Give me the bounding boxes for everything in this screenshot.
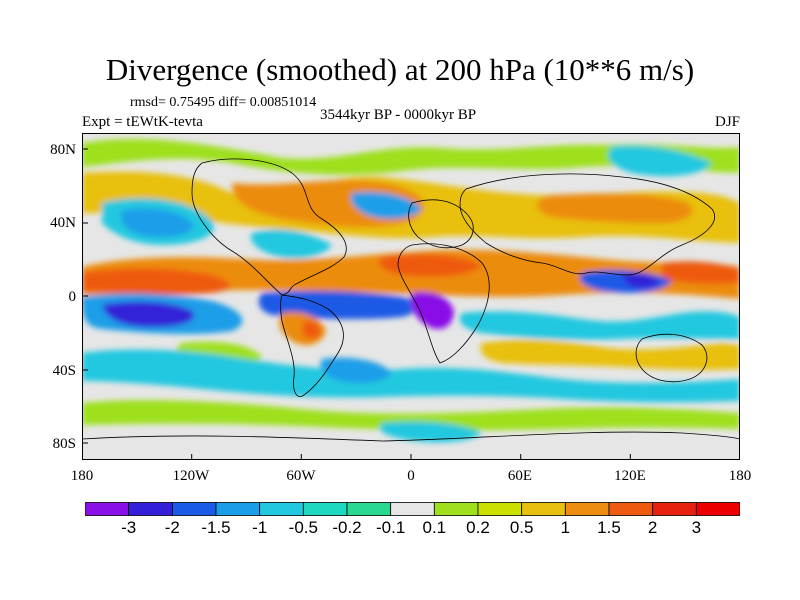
colorbar-swatch (215, 502, 261, 516)
asia-outline (459, 173, 715, 276)
lat-label-80n: 80N (50, 142, 76, 158)
colorbar-swatch (477, 502, 523, 516)
divergence-field (82, 138, 740, 443)
lat-label-eq: 0 (68, 289, 77, 305)
colorbar-label: 3 (691, 518, 702, 537)
period-label: 3544kyr BP - 0000kyr BP (320, 107, 477, 123)
colorbar-label: -3 (121, 518, 137, 537)
divergence-map (82, 133, 740, 460)
lat-label-80s: 80S (52, 436, 76, 452)
colorbar-label: 0.2 (466, 518, 490, 537)
europe-outline (408, 199, 474, 249)
colorbar-label: -0.1 (376, 518, 406, 537)
colorbar-label: 1.5 (597, 518, 621, 537)
lon-label-120e: 120E (614, 468, 646, 484)
lon-label-0: 0 (407, 468, 415, 484)
colorbar-label: 1 (560, 518, 571, 537)
colorbar-swatch (564, 502, 610, 516)
lat-label-40n: 40N (50, 215, 76, 231)
coastlines (82, 158, 740, 442)
lon-label-120w: 120W (172, 468, 210, 484)
colorbar-swatch (346, 502, 392, 516)
colorbar-swatch (302, 502, 348, 516)
africa-outline (397, 243, 490, 364)
colorbar-label: -1.5 (201, 518, 231, 537)
australia-outline (635, 333, 708, 383)
stats-text: rmsd= 0.75495 diff= 0.00851014 (130, 95, 317, 110)
experiment-label: Expt = tEWtK-tevta (82, 114, 203, 130)
colorbar-swatch (608, 502, 654, 516)
season-label: DJF (714, 114, 740, 130)
south-america-outline (280, 294, 344, 397)
colorbar-swatch (521, 502, 566, 516)
colorbar-swatch (128, 502, 173, 516)
colorbar-swatch (85, 502, 130, 516)
colorbar-swatch (433, 502, 479, 516)
lat-label-40s: 40S (52, 363, 76, 379)
colorbar-label: -0.5 (288, 518, 318, 537)
colorbar-swatch (390, 502, 435, 516)
lon-label-60w: 60W (286, 468, 316, 484)
colorbar-label: -0.2 (332, 518, 362, 537)
chart-title: Divergence (smoothed) at 200 hPa (10**6 … (105, 52, 695, 87)
map-ticks (82, 148, 631, 460)
colorbar-label: 0.5 (509, 518, 534, 537)
north-america-outline (191, 158, 347, 296)
colorbar-label: 0.1 (422, 518, 447, 537)
colorbar-swatch (652, 502, 697, 516)
lon-label-60e: 60E (507, 468, 533, 484)
colorbar-label: 2 (647, 518, 658, 537)
colorbar-swatch (171, 502, 217, 516)
lon-label-180w: 180 (70, 468, 94, 484)
antarctica-outline (82, 431, 740, 442)
colorbar (85, 502, 740, 516)
colorbar-swatch (259, 502, 304, 516)
colorbar-swatch (695, 502, 740, 516)
colorbar-label: -2 (164, 518, 180, 537)
colorbar-label: -1 (252, 518, 268, 537)
lon-label-180e: 180 (728, 468, 752, 484)
